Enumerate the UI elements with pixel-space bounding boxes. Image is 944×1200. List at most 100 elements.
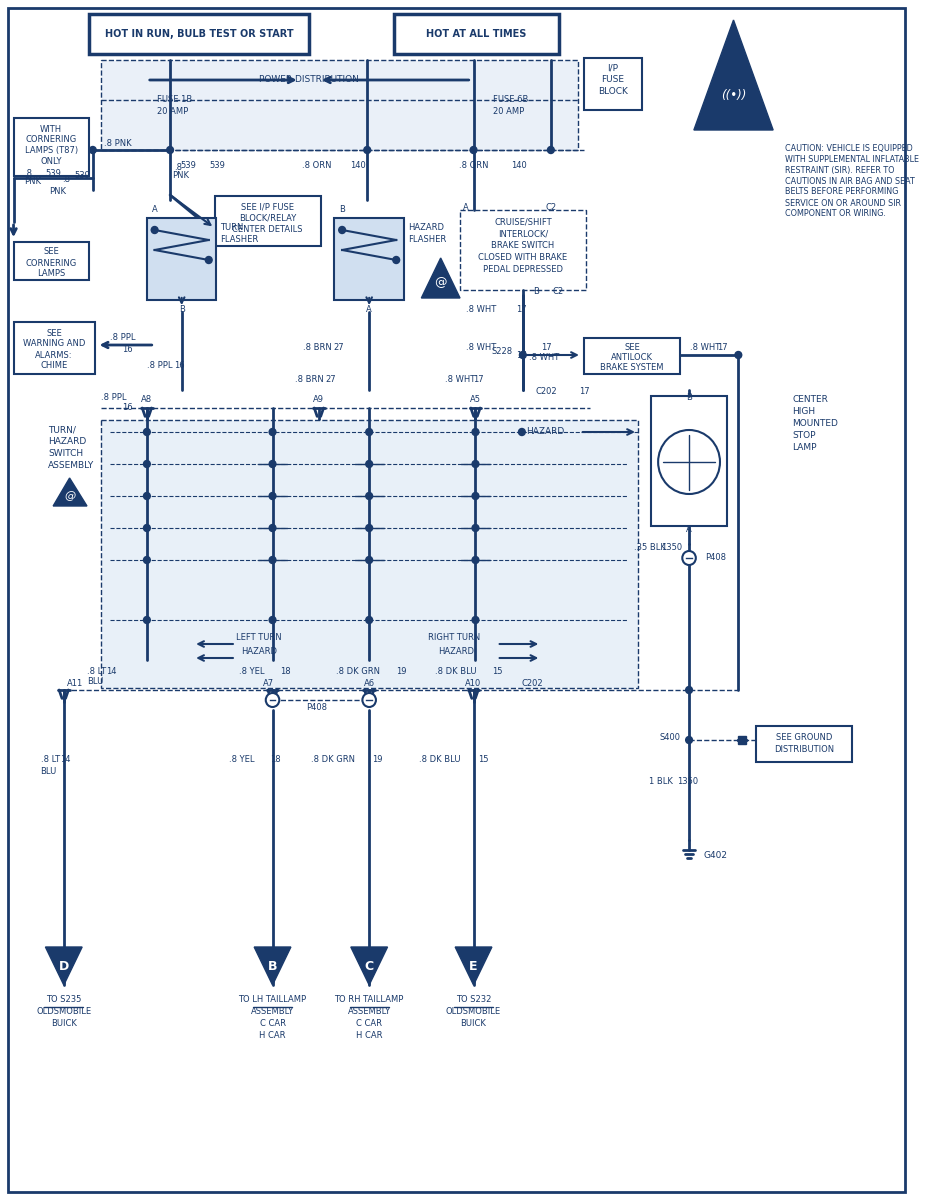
Text: B: B	[178, 306, 185, 314]
Text: C2: C2	[546, 204, 556, 212]
Bar	[13, 118, 89, 176]
Circle shape	[269, 461, 276, 468]
Text: C: C	[364, 960, 374, 972]
Text: HAZARD: HAZARD	[241, 648, 277, 656]
Polygon shape	[421, 258, 460, 298]
Text: .8 ORN: .8 ORN	[459, 161, 488, 169]
Circle shape	[393, 257, 399, 264]
Text: RIGHT TURN: RIGHT TURN	[428, 634, 480, 642]
Circle shape	[143, 524, 150, 532]
Circle shape	[90, 146, 96, 154]
Circle shape	[363, 146, 371, 154]
Polygon shape	[53, 478, 87, 506]
Text: HAZARD: HAZARD	[438, 648, 474, 656]
Text: 20 AMP: 20 AMP	[157, 107, 188, 115]
Text: BUICK: BUICK	[461, 1019, 486, 1027]
Text: MOUNTED: MOUNTED	[792, 420, 838, 428]
Text: 14: 14	[106, 667, 116, 677]
Text: SEE: SEE	[46, 329, 62, 337]
Circle shape	[685, 737, 693, 744]
Bar	[583, 58, 642, 110]
Text: CLOSED WITH BRAKE: CLOSED WITH BRAKE	[479, 253, 567, 263]
Text: FLASHER: FLASHER	[220, 235, 259, 245]
Circle shape	[269, 617, 276, 624]
Circle shape	[472, 428, 479, 436]
Text: PNK: PNK	[25, 178, 42, 186]
Text: WITH SUPPLEMENTAL INFLATABLE: WITH SUPPLEMENTAL INFLATABLE	[784, 155, 919, 163]
Bar	[460, 210, 585, 290]
Text: WITH: WITH	[41, 125, 62, 133]
Text: .8 LT: .8 LT	[41, 756, 59, 764]
Text: B: B	[268, 960, 278, 972]
Text: B: B	[533, 288, 539, 296]
Text: BRAKE SYSTEM: BRAKE SYSTEM	[600, 364, 664, 372]
Text: S400: S400	[659, 732, 681, 742]
Text: CENTER: CENTER	[792, 396, 828, 404]
Text: 140: 140	[511, 161, 527, 169]
Text: E: E	[469, 960, 478, 972]
Text: CORNERING: CORNERING	[25, 258, 76, 268]
Circle shape	[735, 352, 742, 359]
Circle shape	[548, 146, 554, 154]
Text: S228: S228	[491, 348, 513, 356]
Text: 1350: 1350	[678, 778, 699, 786]
Text: C2: C2	[552, 288, 564, 296]
Circle shape	[365, 557, 373, 564]
Polygon shape	[254, 947, 291, 985]
Circle shape	[518, 428, 525, 436]
Bar	[214, 196, 321, 246]
Bar	[756, 726, 852, 762]
Bar	[583, 338, 681, 374]
Text: 15: 15	[478, 756, 488, 764]
Circle shape	[151, 227, 158, 234]
Text: POWER DISTRIBUTION: POWER DISTRIBUTION	[260, 76, 359, 84]
Text: I/P: I/P	[607, 64, 618, 72]
Text: 539: 539	[210, 161, 226, 169]
Text: CORNERING: CORNERING	[25, 136, 76, 144]
Text: C202: C202	[522, 678, 544, 688]
Text: ANTILOCK: ANTILOCK	[611, 354, 653, 362]
Text: 16: 16	[174, 360, 185, 370]
Text: 539: 539	[75, 170, 90, 180]
Text: 17: 17	[473, 376, 483, 384]
Text: LEFT TURN: LEFT TURN	[236, 634, 282, 642]
Text: WARNING AND: WARNING AND	[23, 340, 85, 348]
Polygon shape	[351, 947, 388, 985]
Polygon shape	[455, 947, 492, 985]
Text: LAMPS: LAMPS	[37, 270, 65, 278]
Text: A7: A7	[263, 678, 274, 688]
Text: A5: A5	[470, 396, 481, 404]
Text: 19: 19	[372, 756, 382, 764]
Bar	[147, 218, 216, 300]
Text: A10: A10	[465, 678, 481, 688]
Text: A11: A11	[67, 678, 83, 688]
Circle shape	[206, 257, 212, 264]
Text: .8 WHT: .8 WHT	[529, 354, 559, 362]
Bar	[89, 14, 310, 54]
Text: P408: P408	[307, 703, 328, 713]
Text: ASSEMBLY: ASSEMBLY	[251, 1007, 295, 1015]
Text: .8 WHT: .8 WHT	[466, 306, 497, 314]
Text: .8 PNK: .8 PNK	[104, 138, 132, 148]
Text: 20 AMP: 20 AMP	[493, 107, 524, 115]
Circle shape	[519, 352, 526, 359]
Text: CAUTION: VEHICLE IS EQUIPPED: CAUTION: VEHICLE IS EQUIPPED	[784, 144, 913, 152]
Text: B: B	[686, 394, 692, 402]
Text: A: A	[152, 205, 158, 215]
Text: RESTRAINT (SIR). REFER TO: RESTRAINT (SIR). REFER TO	[784, 166, 894, 174]
Text: @: @	[64, 491, 76, 502]
Text: OLDSMOBILE: OLDSMOBILE	[446, 1007, 501, 1015]
Text: 19: 19	[396, 667, 406, 677]
Bar	[738, 736, 746, 744]
Text: COMPONENT OR WIRING.: COMPONENT OR WIRING.	[784, 210, 885, 218]
Text: BELTS BEFORE PERFORMING: BELTS BEFORE PERFORMING	[784, 187, 898, 197]
Text: .8 PPL: .8 PPL	[110, 332, 136, 342]
Circle shape	[683, 551, 696, 565]
Text: BLU: BLU	[41, 768, 57, 776]
Circle shape	[472, 492, 479, 499]
Text: FLASHER: FLASHER	[408, 235, 447, 245]
Text: SWITCH: SWITCH	[48, 450, 83, 458]
Text: .8 BRN: .8 BRN	[295, 376, 324, 384]
Text: OLDSMOBILE: OLDSMOBILE	[36, 1007, 92, 1015]
Bar	[13, 322, 94, 374]
